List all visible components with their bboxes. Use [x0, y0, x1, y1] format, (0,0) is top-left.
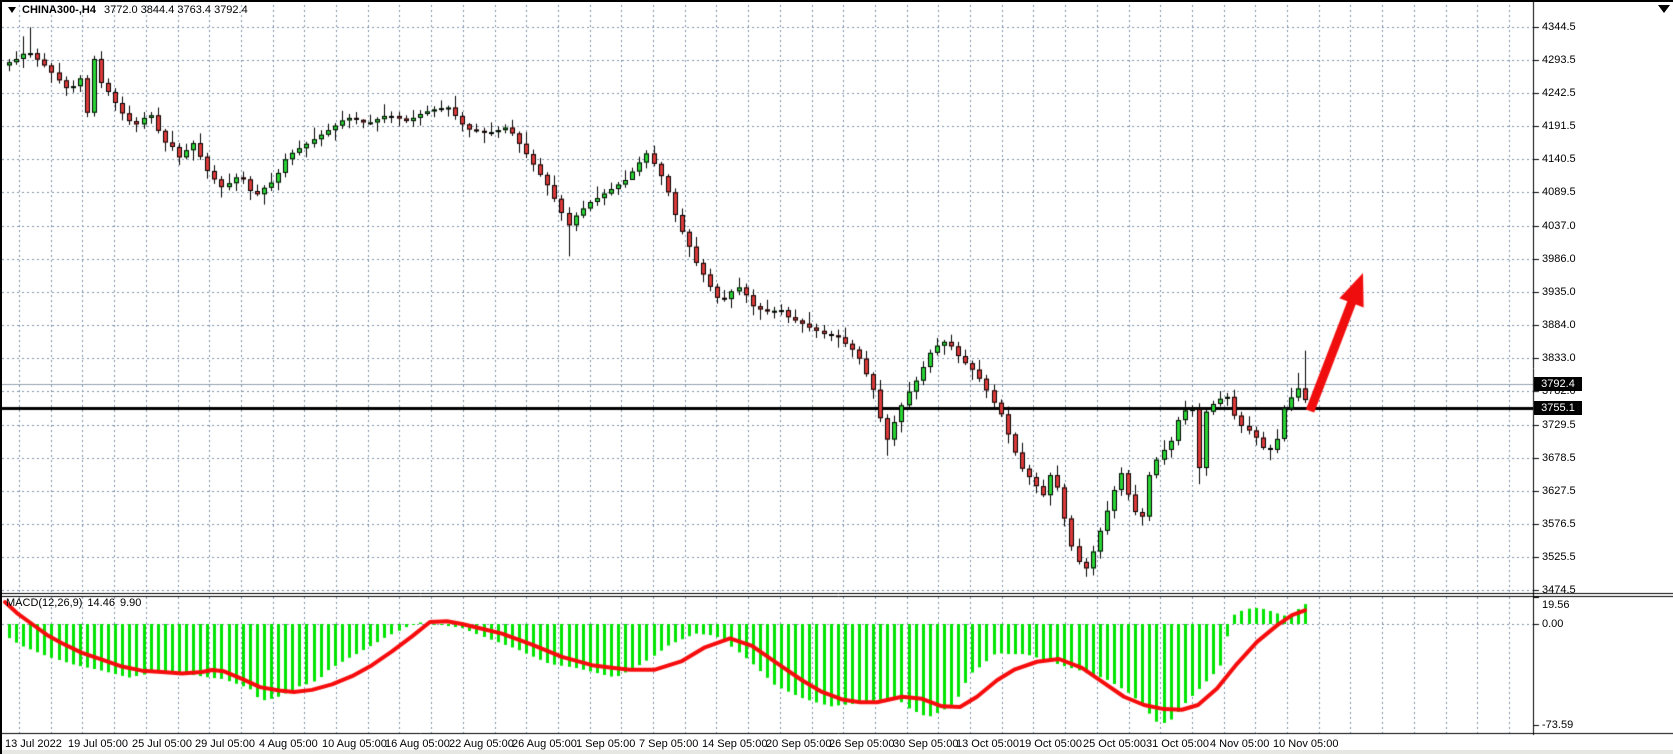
time-tick-label: 13 Oct 05:00 — [956, 738, 1019, 750]
price-tick-label: 4344.5 — [1542, 21, 1576, 33]
time-tick-label: 4 Aug 05:00 — [259, 738, 318, 750]
time-tick-label: 13 Jul 2022 — [5, 738, 62, 750]
chart-shift-marker[interactable] — [1658, 5, 1670, 13]
price-tick-label: 4293.5 — [1542, 54, 1576, 66]
macd-min-label: -73.59 — [1542, 719, 1574, 731]
time-tick-label: 1 Sep 05:00 — [576, 738, 636, 750]
line-price-value: 3755.1 — [1541, 402, 1575, 414]
price-tick-label: 4140.5 — [1542, 153, 1576, 165]
current-price-value: 3792.4 — [1541, 378, 1575, 390]
macd-max-label: 19.56 — [1542, 599, 1570, 611]
macd-main-value: 14.46 — [87, 597, 115, 609]
price-tick-label: 4242.5 — [1542, 87, 1576, 99]
price-tick-label: 4191.5 — [1542, 120, 1576, 132]
time-tick-label: 14 Sep 05:00 — [702, 738, 768, 750]
symbol-period-label: CHINA300-,H4 — [22, 4, 96, 16]
macd-indicator-label: MACD(12,26,9) 14.46 9.90 — [6, 597, 146, 609]
price-tick-label: 3833.0 — [1542, 352, 1576, 364]
time-tick-label: 4 Nov 05:00 — [1210, 738, 1270, 750]
time-tick-label: 19 Oct 05:00 — [1019, 738, 1082, 750]
time-tick-label: 7 Sep 05:00 — [639, 738, 699, 750]
time-tick-label: 25 Jul 05:00 — [132, 738, 192, 750]
macd-name: MACD(12,26,9) — [6, 597, 83, 609]
chart-title: CHINA300-,H4 3772.0 3844.4 3763.4 3792.4 — [8, 4, 248, 16]
macd-signal-value: 9.90 — [119, 597, 142, 609]
price-tick-label: 4089.5 — [1542, 186, 1576, 198]
price-tick-label: 3678.5 — [1542, 452, 1576, 464]
price-tick-label: 3935.0 — [1542, 286, 1576, 298]
price-tick-label: 3729.5 — [1542, 419, 1576, 431]
time-tick-label: 20 Sep 05:00 — [766, 738, 832, 750]
line-price-box: 3755.1 — [1534, 401, 1582, 415]
price-tick-label: 3884.0 — [1542, 319, 1576, 331]
time-tick-label: 25 Oct 05:00 — [1083, 738, 1146, 750]
price-tick-label: 4037.0 — [1542, 220, 1576, 232]
time-tick-label: 10 Nov 05:00 — [1273, 738, 1339, 750]
price-tick-label: 3474.5 — [1542, 584, 1576, 596]
current-price-box: 3792.4 — [1534, 377, 1582, 391]
symbol-dropdown-icon[interactable] — [8, 7, 16, 14]
time-tick-label: 16 Aug 05:00 — [385, 738, 450, 750]
price-tick-label: 3576.5 — [1542, 518, 1576, 530]
time-tick-label: 19 Jul 05:00 — [68, 738, 128, 750]
time-tick-label: 26 Sep 05:00 — [829, 738, 895, 750]
time-tick-label: 10 Aug 05:00 — [322, 738, 387, 750]
time-tick-label: 30 Sep 05:00 — [893, 738, 959, 750]
time-tick-label: 31 Oct 05:00 — [1146, 738, 1209, 750]
time-tick-label: 29 Jul 05:00 — [195, 738, 255, 750]
macd-zero-label: 0.00 — [1542, 618, 1564, 630]
time-tick-label: 22 Aug 05:00 — [449, 738, 514, 750]
bottom-edge — [2, 750, 1673, 754]
price-tick-label: 3525.5 — [1542, 551, 1576, 563]
price-tick-label: 3986.0 — [1542, 253, 1576, 265]
time-tick-label: 26 Aug 05:00 — [512, 738, 577, 750]
ohlc-values: 3772.0 3844.4 3763.4 3792.4 — [103, 4, 248, 16]
price-tick-label: 3627.5 — [1542, 485, 1576, 497]
